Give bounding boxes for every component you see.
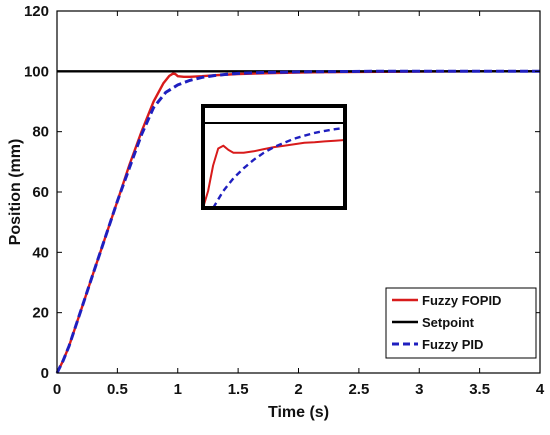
series-line-fuzzy-pid [55, 69, 540, 374]
y-axis-title: Position (mm) [7, 139, 24, 246]
inset-zoom [201, 104, 347, 210]
legend-label-setpoint: Setpoint [422, 315, 475, 330]
inset-frame [201, 104, 347, 210]
inset-series-line-fuzzy-pid [212, 126, 345, 208]
y-tick-label: 0 [41, 365, 49, 382]
x-tick-label: 3.5 [469, 381, 490, 398]
y-tick-label: 120 [24, 3, 49, 20]
x-tick-label: 3 [415, 381, 423, 398]
y-tick-label: 60 [32, 184, 49, 201]
x-tick-label: 1 [174, 381, 182, 398]
legend-label-fuzzy-pid: Fuzzy PID [422, 337, 483, 352]
x-tick-label: 4 [536, 381, 545, 398]
inset-series-group [203, 122, 345, 208]
inset-series-line-fuzzy-fopid [203, 139, 345, 208]
y-tick-label: 40 [32, 244, 49, 261]
inset-background [203, 106, 345, 208]
x-axis-title: Time (s) [268, 404, 329, 421]
y-tick-label: 20 [32, 305, 49, 322]
x-tick-label: 2.5 [348, 381, 369, 398]
y-tick-label: 80 [32, 124, 49, 141]
x-tick-label: 2 [294, 381, 302, 398]
x-tick-label: 0.5 [107, 381, 128, 398]
x-tick-label: 1.5 [228, 381, 249, 398]
y-tick-label: 100 [24, 63, 49, 80]
legend-label-fuzzy-fopid: Fuzzy FOPID [422, 293, 501, 308]
x-tick-label: 0 [53, 381, 61, 398]
legend: Fuzzy FOPID Setpoint Fuzzy PID [385, 287, 537, 359]
